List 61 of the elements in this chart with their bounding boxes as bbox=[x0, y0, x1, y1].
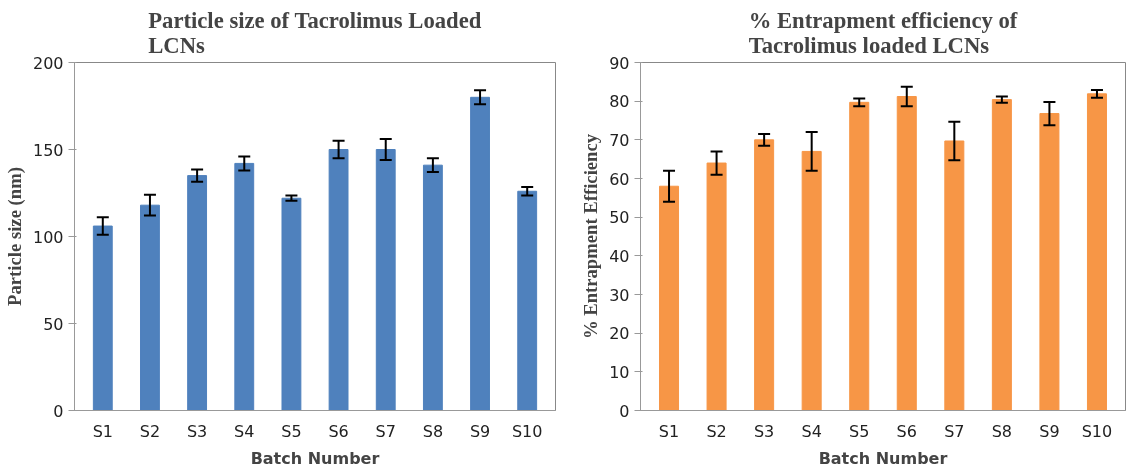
y-tick-label: 0 bbox=[53, 401, 64, 421]
x-tick-label: S3 bbox=[753, 421, 775, 441]
chart-title: Particle size of Tacrolimus Loaded LCNs bbox=[148, 7, 482, 58]
x-tick-label: S3 bbox=[186, 421, 208, 441]
y-tick-label: 80 bbox=[609, 92, 630, 112]
x-tick-label: S8 bbox=[991, 421, 1013, 441]
x-axis-title: Batch Number bbox=[250, 448, 380, 468]
y-tick-label: 20 bbox=[609, 324, 630, 344]
bar bbox=[281, 197, 302, 411]
y-tick-label: 10 bbox=[609, 362, 630, 382]
x-tick-label: S4 bbox=[801, 421, 822, 441]
bar bbox=[470, 96, 490, 411]
bar bbox=[659, 185, 680, 411]
bar bbox=[422, 164, 443, 411]
y-tick-label: 150 bbox=[32, 140, 64, 160]
y-tick-label: 30 bbox=[609, 285, 630, 305]
x-axis-title: Batch Number bbox=[818, 448, 948, 468]
x-tick-label: S7 bbox=[375, 421, 396, 441]
bar bbox=[801, 150, 822, 411]
x-tick-label: S7 bbox=[944, 421, 965, 441]
bar bbox=[1086, 93, 1107, 411]
bar bbox=[896, 96, 917, 411]
y-tick-label: 60 bbox=[609, 169, 630, 189]
y-tick-label: 50 bbox=[43, 314, 64, 334]
x-tick-label: S10 bbox=[1081, 421, 1113, 441]
x-tick-label: S9 bbox=[469, 421, 491, 441]
bar bbox=[234, 162, 255, 411]
x-tick-label: S1 bbox=[92, 421, 113, 441]
x-tick-label: S6 bbox=[328, 421, 349, 441]
x-tick-label: S10 bbox=[511, 421, 543, 441]
x-tick-label: S1 bbox=[658, 421, 680, 441]
bar bbox=[754, 139, 775, 411]
y-tick-label: 40 bbox=[609, 246, 630, 266]
y-tick-label: 0 bbox=[619, 401, 630, 421]
y-tick-label: 50 bbox=[609, 208, 630, 228]
x-tick-label: S2 bbox=[139, 421, 161, 441]
x-tick-label: S6 bbox=[896, 421, 917, 441]
x-tick-label: S5 bbox=[849, 421, 870, 441]
y-tick-label: 90 bbox=[609, 53, 630, 73]
y-axis-title: % Entrapment Efficiency bbox=[580, 133, 602, 340]
chart-title: % Entrapment efficiency of Tacrolimus loaded LCNs bbox=[748, 7, 1018, 58]
y-tick-label: 70 bbox=[609, 130, 630, 150]
y-tick-label: 200 bbox=[32, 53, 64, 73]
bar bbox=[140, 204, 160, 411]
x-tick-label: S4 bbox=[234, 421, 255, 441]
bar bbox=[187, 175, 208, 411]
bar bbox=[92, 225, 113, 411]
bar bbox=[944, 140, 965, 411]
x-tick-label: S2 bbox=[706, 421, 727, 441]
bar bbox=[849, 101, 870, 411]
x-tick-label: S5 bbox=[281, 421, 302, 441]
x-tick-label: S8 bbox=[422, 421, 444, 441]
bar bbox=[375, 149, 396, 411]
bar bbox=[328, 149, 349, 411]
bar bbox=[1039, 113, 1060, 411]
y-axis-title: Particle size (nm) bbox=[3, 167, 26, 306]
bar bbox=[991, 99, 1012, 411]
bar bbox=[706, 162, 727, 411]
x-tick-label: S9 bbox=[1039, 421, 1060, 441]
bar bbox=[517, 190, 538, 411]
y-tick-label: 100 bbox=[32, 227, 64, 247]
